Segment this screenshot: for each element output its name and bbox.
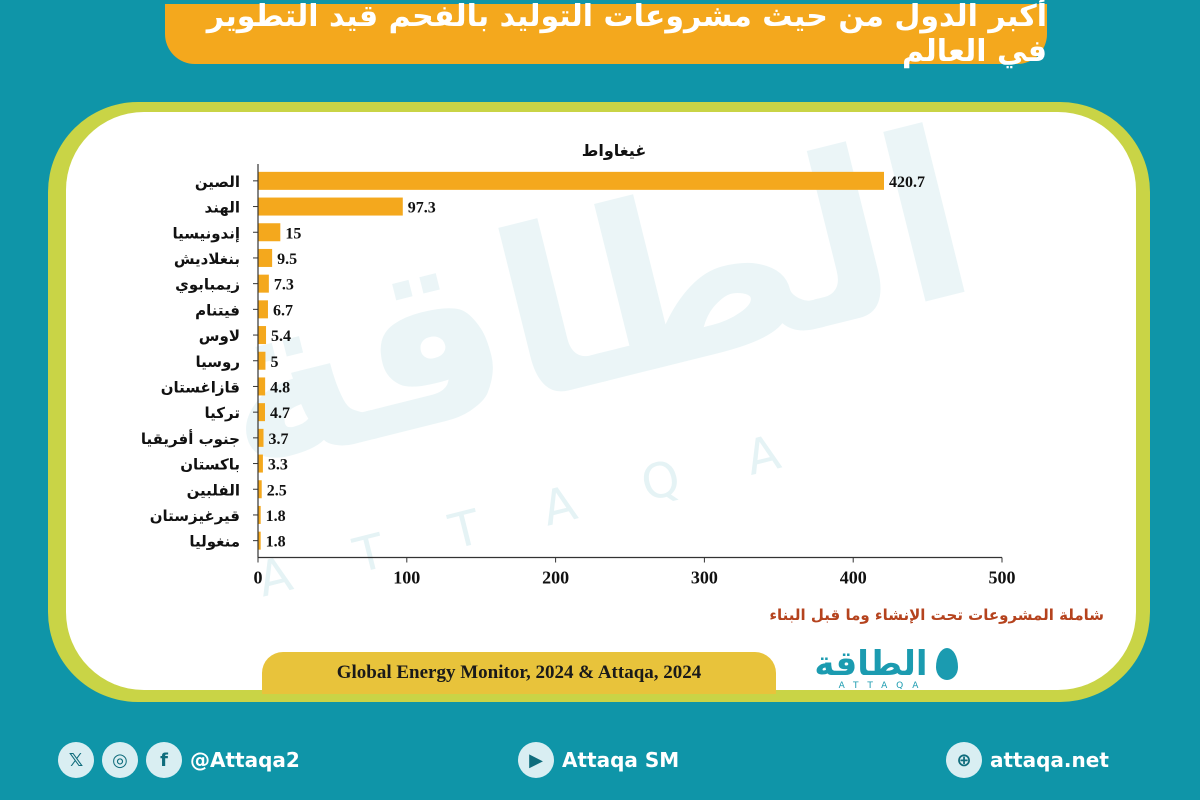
category-label: بنغلاديش [174, 250, 240, 268]
bar [258, 351, 266, 370]
chart-note: شاملة المشروعات تحت الإنشاء وما قبل البن… [769, 606, 1104, 624]
category-label: قيرغيزستان [150, 507, 240, 525]
bar [258, 531, 261, 550]
bar [258, 326, 267, 345]
x-icon[interactable]: 𝕏 [58, 742, 94, 778]
bar [258, 197, 403, 216]
bar-value-label: 1.8 [266, 508, 286, 525]
chart-frame [66, 112, 1136, 690]
bar-value-label: 4.8 [270, 379, 290, 396]
x-tick-label: 100 [393, 568, 420, 588]
category-label: تركيا [205, 404, 240, 422]
bar-value-label: 3.3 [268, 457, 288, 474]
bar [258, 454, 263, 473]
bar-value-label: 9.5 [277, 251, 297, 268]
facebook-icon[interactable]: f [146, 742, 182, 778]
category-label: الصين [195, 173, 240, 191]
chart-title: غيغاواط [582, 141, 647, 160]
instagram-icon[interactable]: ◎ [102, 742, 138, 778]
bar-value-label: 2.5 [267, 482, 287, 499]
category-label: جنوب أفريقيا [141, 429, 240, 448]
x-tick-label: 300 [691, 568, 718, 588]
social-links: 𝕏 ◎ f @Attaqa2 [58, 742, 300, 778]
drop-icon [935, 648, 958, 680]
category-label: فيتنام [195, 301, 240, 319]
bar-value-label: 4.7 [270, 405, 290, 422]
bar [258, 274, 269, 293]
x-tick-label: 200 [542, 568, 569, 588]
bar-value-label: 5 [270, 354, 278, 371]
page-title: أكبر الدول من حيث مشروعات التوليد بالفحم… [165, 0, 1047, 69]
bar-value-label: 420.7 [889, 174, 925, 191]
logo-latin: ATTAQA [838, 681, 928, 691]
bar [258, 428, 264, 447]
x-tick-label: 400 [840, 568, 867, 588]
bar-value-label: 3.7 [269, 431, 289, 448]
youtube-icon: ▶ [518, 742, 554, 778]
bar [258, 403, 265, 422]
logo-text: الطاقة [814, 644, 928, 684]
bar-value-label: 1.8 [266, 534, 286, 551]
bar [258, 223, 281, 242]
youtube-link[interactable]: ▶ Attaqa SM [518, 742, 679, 778]
bar-value-label: 6.7 [273, 302, 293, 319]
bar-value-label: 7.3 [274, 277, 294, 294]
category-label: باكستان [180, 456, 240, 474]
category-label: إندونيسيا [172, 224, 240, 242]
bar [258, 505, 261, 524]
website-url: attaqa.net [990, 748, 1109, 772]
attaqa-logo[interactable]: الطاقة [796, 636, 976, 692]
category-label: لاوس [199, 327, 240, 345]
category-label: الفلبين [187, 481, 240, 499]
category-label: روسيا [196, 353, 240, 371]
category-label: منغوليا [189, 533, 240, 551]
source-label: Global Energy Monitor, 2024 & Attaqa, 20… [262, 652, 776, 694]
bar [258, 300, 268, 319]
globe-icon: ⊕ [946, 742, 982, 778]
bar [258, 248, 273, 267]
bar [258, 377, 266, 396]
category-label: قازاغستان [161, 378, 240, 396]
bar-value-label: 5.4 [271, 328, 291, 345]
bar [258, 480, 262, 499]
bar-value-label: 97.3 [408, 200, 436, 217]
bar [258, 171, 885, 190]
youtube-handle: Attaqa SM [562, 748, 680, 772]
category-label: زيمبابوي [175, 276, 240, 295]
social-handle[interactable]: @Attaqa2 [190, 748, 300, 772]
x-tick-label: 500 [989, 568, 1016, 588]
x-tick-label: 0 [254, 568, 263, 588]
website-link[interactable]: ⊕ attaqa.net [946, 742, 1109, 778]
category-label: الهند [205, 199, 240, 217]
bar-value-label: 15 [285, 225, 301, 242]
